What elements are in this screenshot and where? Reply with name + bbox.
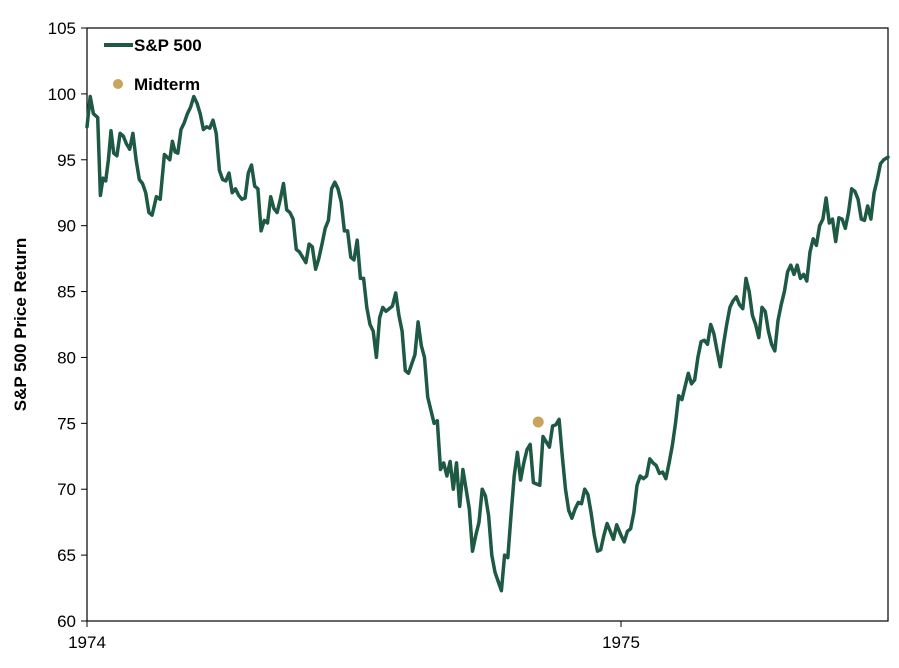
legend-swatch-dot xyxy=(113,79,123,89)
y-tick-label: 90 xyxy=(57,217,76,236)
y-tick-label: 85 xyxy=(57,283,76,302)
y-tick-label: 95 xyxy=(57,151,76,170)
marker-layer xyxy=(532,416,544,428)
y-tick-label: 80 xyxy=(57,348,76,367)
x-tick-label: 1974 xyxy=(68,633,106,652)
y-tick-label: 60 xyxy=(57,612,76,631)
plot-area xyxy=(86,27,889,622)
plot-frame xyxy=(86,27,889,622)
y-axis-label: S&P 500 Price Return xyxy=(11,238,30,412)
legend-series-label: S&P 500 xyxy=(134,36,202,55)
x-tick-label: 1975 xyxy=(602,633,640,652)
x-axis: 1974 1975 xyxy=(68,621,640,652)
series-line-sp500 xyxy=(85,94,890,593)
y-tick-label: 100 xyxy=(48,85,76,104)
legend: S&P 500 Midterm xyxy=(104,36,202,94)
y-axis: 60 65 70 75 80 85 90 95 100 105 xyxy=(48,19,87,631)
y-tick-label: 105 xyxy=(48,19,76,38)
y-tick-label: 65 xyxy=(57,546,76,565)
midterm-point xyxy=(532,416,544,428)
series-layer xyxy=(85,94,890,593)
y-tick-label: 75 xyxy=(57,414,76,433)
legend-marker-label: Midterm xyxy=(134,75,200,94)
y-tick-label: 70 xyxy=(57,480,76,499)
